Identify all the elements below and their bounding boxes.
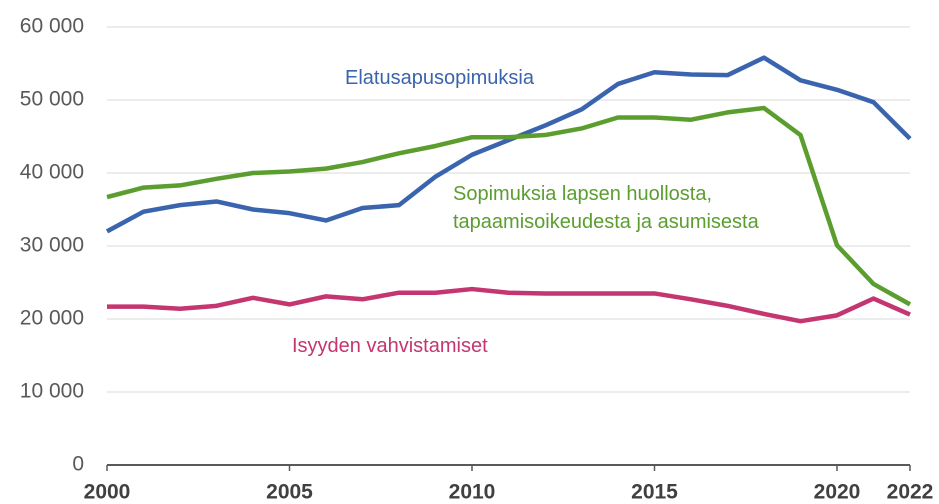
- x-tick-label: 2000: [84, 481, 131, 504]
- x-tick-label: 2005: [266, 481, 313, 504]
- series-label: Elatusapusopimuksia: [345, 67, 534, 89]
- x-tick-label: 2010: [449, 481, 496, 504]
- y-tick-label: 40 000: [20, 161, 84, 184]
- series-label: Isyyden vahvistamiset: [292, 335, 488, 357]
- y-tick-label: 50 000: [20, 88, 84, 111]
- x-tick-label: 2020: [814, 481, 861, 504]
- y-tick-label: 0: [72, 453, 84, 476]
- y-tick-label: 10 000: [20, 380, 84, 403]
- x-tick-label: 2015: [631, 481, 678, 504]
- series-label: Sopimuksia lapsen huollosta, tapaamisoik…: [453, 183, 759, 233]
- series-line: [107, 286, 911, 324]
- y-tick-label: 60 000: [20, 15, 84, 38]
- x-tick-label: 2022: [887, 481, 934, 504]
- y-tick-label: 30 000: [20, 234, 84, 257]
- series-line: [105, 55, 912, 234]
- series-line: [106, 105, 912, 307]
- y-tick-label: 20 000: [20, 307, 84, 330]
